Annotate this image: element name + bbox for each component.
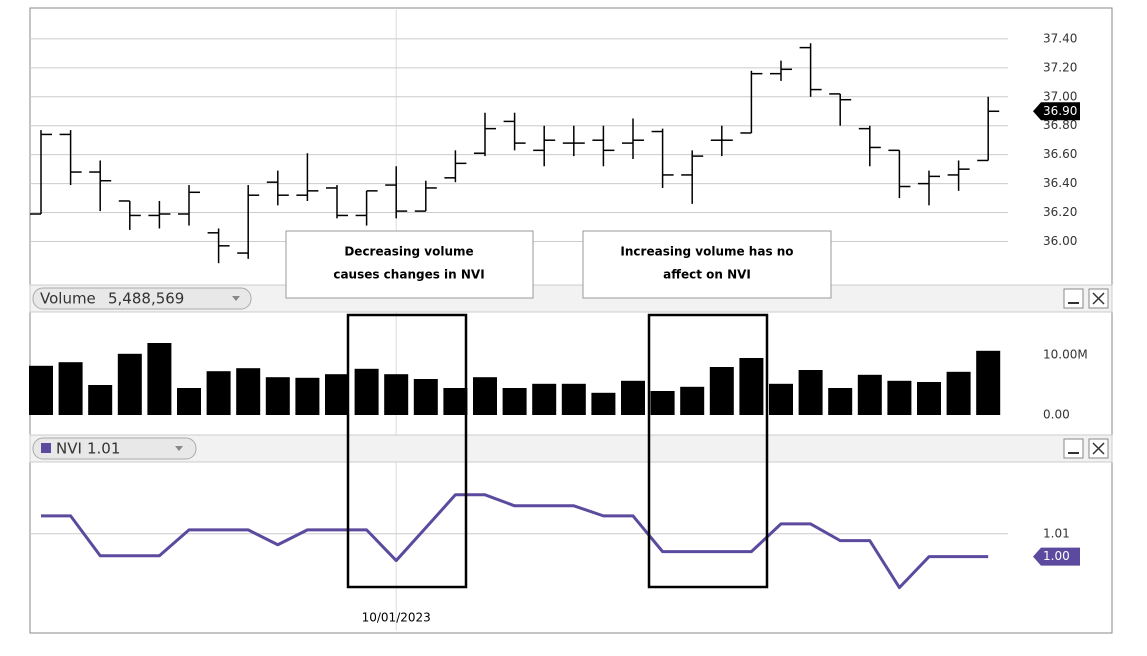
volume-bar xyxy=(354,368,379,415)
minimize-button[interactable] xyxy=(1063,288,1084,309)
y-tick-label: 1.01 xyxy=(1043,526,1070,540)
volume-bar xyxy=(621,380,645,415)
volume-bar xyxy=(502,388,527,415)
close-icon xyxy=(1092,442,1105,455)
volume-bar xyxy=(887,380,912,415)
volume-bar xyxy=(828,388,853,415)
volume-bar xyxy=(739,358,764,415)
volume-bar xyxy=(561,383,586,415)
nvi-name: NVI xyxy=(56,440,82,458)
volume-bar xyxy=(769,383,793,415)
volume-bar xyxy=(443,388,468,415)
x-tick-label: 10/01/2023 xyxy=(362,611,431,625)
callout-text: Decreasing volume xyxy=(344,245,473,259)
volume-bar xyxy=(946,371,971,415)
y-tick-label: 36.60 xyxy=(1043,147,1077,161)
y-tick-label: 37.20 xyxy=(1043,60,1077,74)
callout-text: affect on NVI xyxy=(663,268,751,282)
y-tick-label: 36.00 xyxy=(1043,234,1077,248)
annotations: Decreasing volume causes changes in NVI … xyxy=(285,230,832,589)
volume-bar xyxy=(177,388,201,415)
frame xyxy=(29,7,1113,634)
volume-bar xyxy=(917,382,941,415)
volume-bar xyxy=(473,377,497,415)
dropdown-arrow xyxy=(232,296,240,301)
volume-bar xyxy=(265,377,290,415)
volume-bar xyxy=(857,374,882,415)
volume-bar xyxy=(236,368,261,415)
callout-text: Increasing volume has no xyxy=(620,245,793,259)
volume-bar xyxy=(976,350,1001,415)
volume-bar xyxy=(58,362,83,415)
callout-box xyxy=(285,230,534,299)
last-value-label: 36.90 xyxy=(1043,104,1077,118)
close-icon xyxy=(1092,292,1105,305)
volume-bar xyxy=(147,343,172,415)
volume-bar xyxy=(709,367,734,415)
volume-bar xyxy=(680,386,705,415)
y-tick-label: 10.00M xyxy=(1043,348,1088,362)
volume-bar xyxy=(384,374,409,415)
callout-box xyxy=(582,230,832,299)
y-tick-label: 36.40 xyxy=(1043,176,1077,190)
y-tick-label: 36.20 xyxy=(1043,205,1077,219)
volume-bar xyxy=(88,385,113,415)
volume-bar xyxy=(413,379,438,415)
y-tick-label: 37.00 xyxy=(1043,89,1077,103)
nvi-pill[interactable] xyxy=(32,437,197,460)
volume-bar xyxy=(650,391,675,415)
nvi-value: 1.01 xyxy=(87,440,120,458)
minimize-button[interactable] xyxy=(1063,438,1084,459)
volume-bar xyxy=(206,371,231,415)
volume-bar xyxy=(295,377,320,415)
volume-bar xyxy=(325,374,349,415)
volume-bar xyxy=(117,353,142,415)
volume-bar xyxy=(29,365,53,415)
last-value-tag xyxy=(1033,102,1080,121)
highlight-box xyxy=(647,313,769,589)
nvi-line xyxy=(41,493,989,590)
panel-buttons xyxy=(1063,288,1109,459)
highlight-box xyxy=(346,313,468,589)
volume-value: 5,488,569 xyxy=(108,290,184,308)
y-tick-label: 37.40 xyxy=(1043,31,1077,45)
last-value-label: 1.00 xyxy=(1043,549,1070,563)
nvi-header-bar xyxy=(29,434,1113,463)
y-tick-label: 0.00 xyxy=(1043,408,1070,422)
volume-bar xyxy=(532,383,557,415)
nvi-swatch xyxy=(41,443,51,453)
volume-name: Volume xyxy=(40,290,96,308)
volume-bar xyxy=(798,370,823,415)
volume-pill[interactable] xyxy=(32,287,252,310)
dropdown-arrow xyxy=(175,446,183,451)
y-tick-label: 36.80 xyxy=(1043,118,1077,132)
callout-text: causes changes in NVI xyxy=(333,268,484,282)
last-value-tag xyxy=(1033,547,1080,566)
volume-bar xyxy=(591,392,616,415)
